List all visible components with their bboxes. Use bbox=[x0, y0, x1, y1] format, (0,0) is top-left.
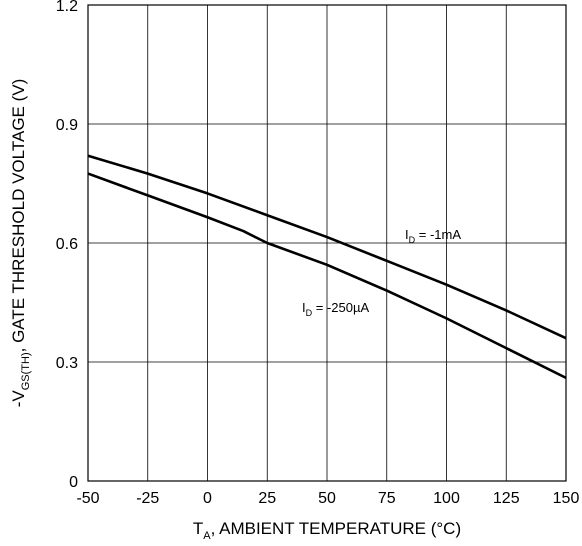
y-tick-label: 0 bbox=[69, 474, 78, 491]
y-tick-label: 0.6 bbox=[56, 236, 78, 253]
x-axis-title: TA, AMBIENT TEMPERATURE (°C) bbox=[193, 519, 461, 542]
x-tick-label: 50 bbox=[318, 490, 336, 507]
x-tick-label: 150 bbox=[553, 490, 580, 507]
series-line-2 bbox=[87, 172, 567, 380]
y-axis-title: -VGS(TH), GATE THRESHOLD VOLTAGE (V) bbox=[9, 79, 32, 408]
plot-frame bbox=[87, 4, 567, 482]
grid bbox=[87, 4, 567, 482]
y-tick-label: 1.2 bbox=[56, 0, 78, 15]
y-tick-labels: 0 0.3 0.6 0.9 1.2 bbox=[56, 0, 78, 491]
x-tick-label: 75 bbox=[378, 490, 396, 507]
series-lines bbox=[87, 154, 567, 380]
series-line-1 bbox=[87, 154, 567, 340]
x-tick-label: 25 bbox=[258, 490, 276, 507]
x-tick-label: 100 bbox=[433, 490, 460, 507]
x-tick-label: -50 bbox=[76, 490, 99, 507]
y-tick-label: 0.3 bbox=[56, 355, 78, 372]
x-tick-label: 0 bbox=[203, 490, 212, 507]
x-tick-label: 125 bbox=[493, 490, 520, 507]
x-tick-labels: -50 -25 0 25 50 75 100 125 150 bbox=[76, 490, 579, 507]
series-label-250ua: ID = -250µA bbox=[302, 300, 369, 318]
x-tick-label: -25 bbox=[136, 490, 159, 507]
y-tick-label: 0.9 bbox=[56, 117, 78, 134]
series-label-1ma: ID = -1mA bbox=[405, 227, 461, 245]
